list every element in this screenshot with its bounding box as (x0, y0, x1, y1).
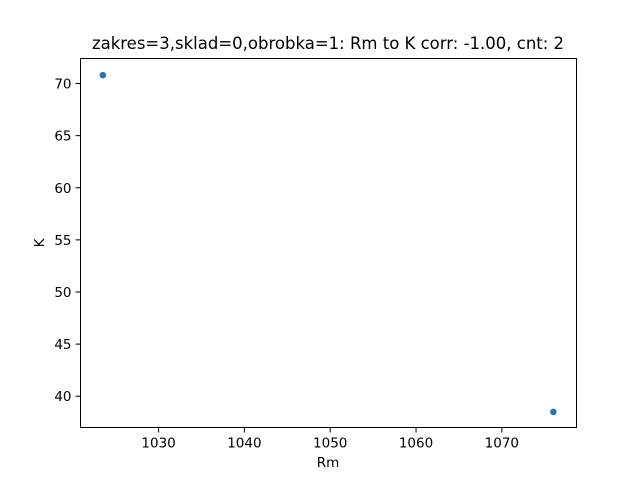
x-tick-label: 1050 (313, 436, 347, 452)
x-tick-label: 1070 (485, 436, 519, 452)
scatter-point (99, 71, 107, 79)
x-axis-label: Rm (317, 455, 340, 471)
x-tick-label: 1040 (227, 436, 261, 452)
x-tick-label: 1060 (399, 436, 433, 452)
data-points (99, 71, 557, 416)
chart-title: zakres=3,sklad=0,obrobka=1: Rm to K corr… (92, 34, 564, 53)
y-tick-label: 60 (54, 181, 71, 197)
y-tick-label: 55 (54, 233, 71, 249)
x-tick-label: 1030 (141, 436, 175, 452)
scatter-point (550, 408, 557, 416)
y-tick-label: 70 (54, 77, 71, 93)
plot-area (80, 58, 577, 428)
y-tick-label: 40 (54, 389, 71, 405)
y-axis: 40 45 50 55 60 65 70 (54, 77, 81, 405)
y-axis-label: K (32, 237, 48, 247)
y-tick-label: 50 (54, 285, 71, 301)
x-axis: 1030 1040 1050 1060 1070 (141, 427, 519, 452)
y-tick-label: 45 (54, 337, 71, 353)
plot-frame (80, 58, 577, 428)
y-tick-label: 65 (54, 129, 71, 145)
